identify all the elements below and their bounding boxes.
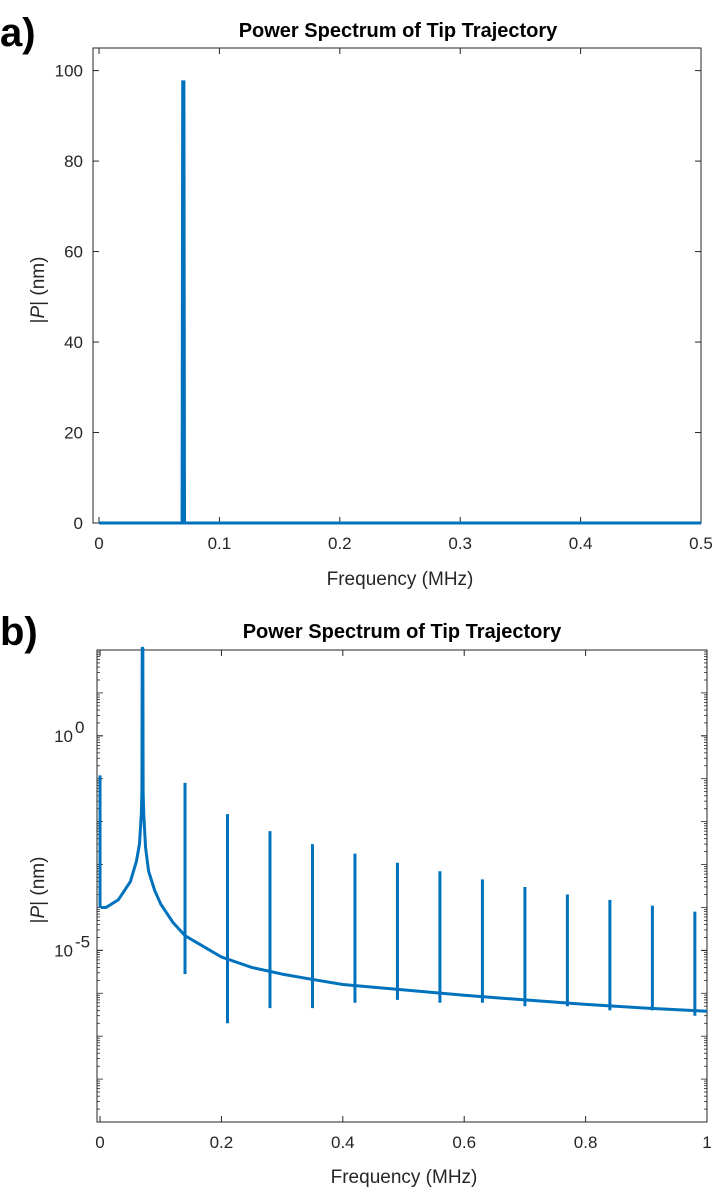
x-tick-label: 0 (95, 1133, 104, 1152)
ylabel-part: | (nm) (28, 857, 49, 906)
panel-a-label: a) (0, 11, 36, 55)
panel-a-chart: 0 0.1 0.2 0.3 0.4 0.5 0 20 40 60 80 100 (55, 47, 713, 553)
y-tick-label: 60 (64, 243, 83, 262)
x-tick-label: 0.2 (210, 1133, 234, 1152)
y-tick-label: 100 (55, 62, 83, 81)
x-tick-label: 0.4 (331, 1133, 355, 1152)
panel-a-xlabel: Frequency (MHz) (327, 569, 474, 590)
ylabel-part: | (nm) (28, 257, 49, 306)
ylabel-part: | (28, 319, 49, 324)
panel-b-ylabel: |P| (nm) (28, 857, 49, 924)
x-tick-label: 0.8 (574, 1133, 598, 1152)
panel-b-label: b) (0, 610, 38, 654)
panel-b-ylabel-text: |P| (nm) (28, 857, 49, 924)
axes-box (96, 649, 708, 1123)
y-tick-label: 20 (64, 424, 83, 443)
y-tick-label: 10 (54, 727, 73, 746)
x-tick-label: 0.5 (689, 534, 713, 553)
panel-b-title: Power Spectrum of Tip Trajectory (243, 621, 562, 643)
panel-b-chart: 0 0.2 0.4 0.6 0.8 110 010 -5 (54, 646, 712, 1152)
y-tick-label: 10 (54, 941, 73, 960)
x-tick-label: 0.6 (452, 1133, 476, 1152)
y-tick-exponent: -5 (75, 932, 90, 951)
x-tick-label: 0.3 (448, 534, 472, 553)
x-tick-label: 0.1 (208, 534, 232, 553)
y-tick-label: 80 (64, 152, 83, 171)
y-tick-label: 40 (64, 333, 83, 352)
panel-a-title: Power Spectrum of Tip Trajectory (239, 20, 558, 42)
ylabel-italic-part: P (28, 306, 49, 319)
ylabel-part: | (28, 919, 49, 924)
x-tick-label: 1 (702, 1133, 711, 1152)
x-tick-label: 0.4 (569, 534, 593, 553)
series-baseline (100, 646, 708, 1013)
y-tick-label: 0 (74, 514, 83, 533)
panel-b-xlabel: Frequency (MHz) (331, 1167, 478, 1188)
panel-a-ylabel-text: |P| (nm) (28, 257, 49, 324)
panel-a-ylabel: |P| (nm) (28, 257, 49, 324)
ylabel-italic-part: P (28, 906, 49, 919)
x-tick-label: 0 (94, 534, 103, 553)
y-tick-exponent: 0 (75, 718, 84, 737)
series-line (99, 80, 701, 525)
x-tick-label: 0.2 (328, 534, 352, 553)
